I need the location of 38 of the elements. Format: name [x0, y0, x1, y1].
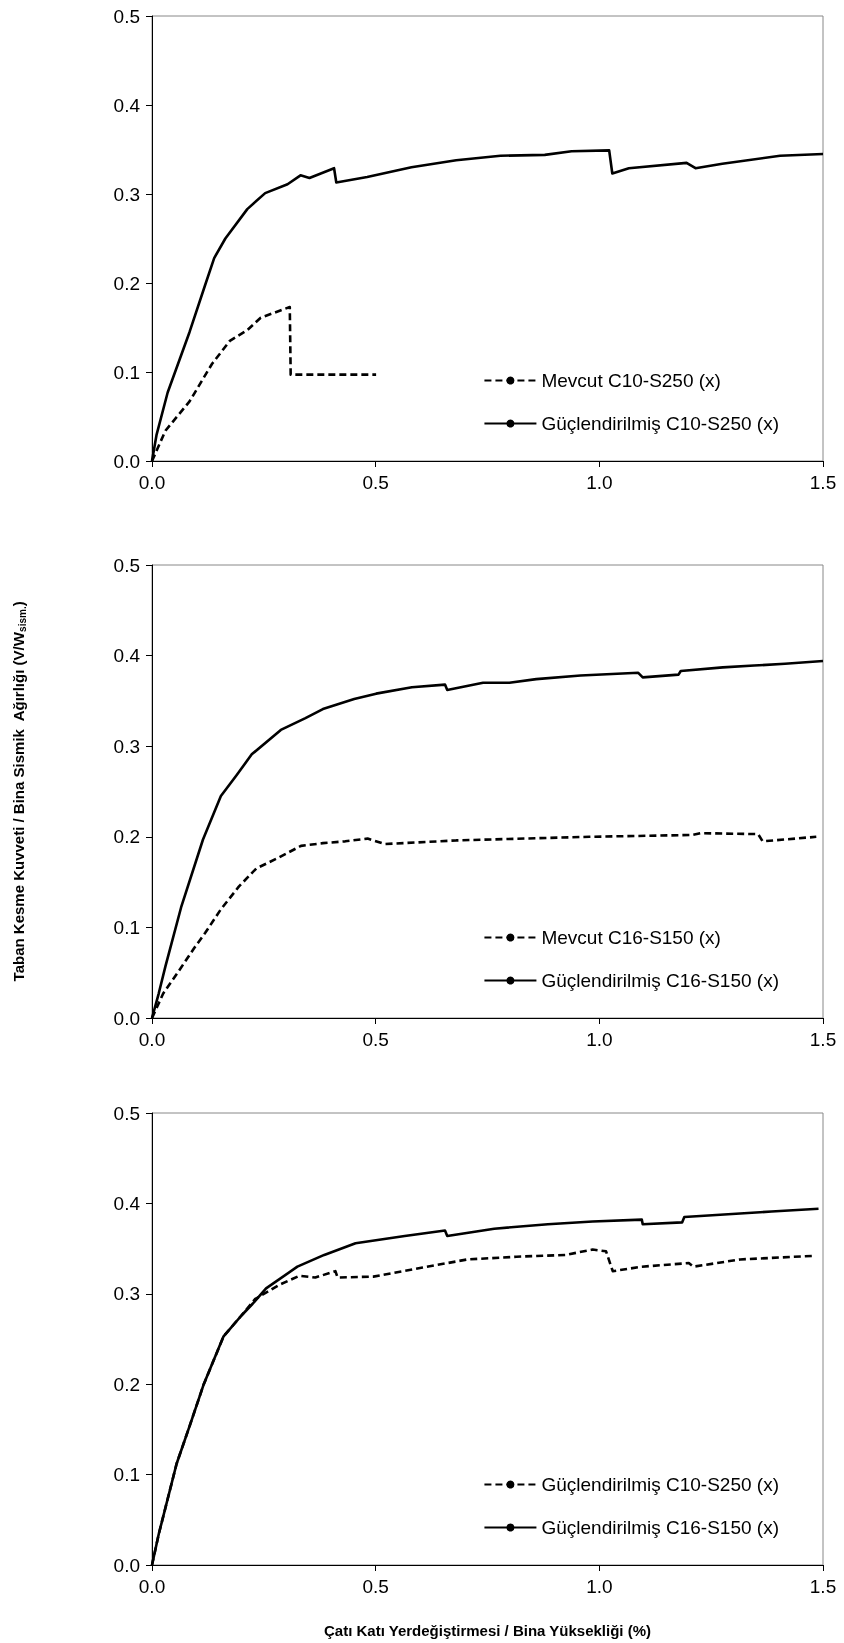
y-axis-title: Taban Kesme Kuvveti / Bina Sismik Ağırlığı (V/Wsism.) — [9, 601, 28, 982]
y-tick-label: 0.1 — [113, 361, 140, 383]
x-tick-label: 1.0 — [586, 1029, 613, 1050]
y-tick-label: 0.2 — [113, 826, 140, 848]
y-tick-label: 0.0 — [113, 450, 140, 472]
legend-label: Güçlendirilmiş C16-S150 (x) — [541, 970, 779, 991]
x-tick-label: 1.0 — [586, 472, 613, 493]
x-tick-label: 0.5 — [362, 472, 389, 493]
y-tick-label: 0.5 — [113, 554, 140, 576]
y-tick-label: 0.4 — [113, 645, 141, 667]
x-tick-label: 1.5 — [809, 472, 837, 493]
y-tick-label: 0.5 — [113, 5, 140, 27]
y-tick-label: 0.1 — [113, 916, 140, 938]
x-tick-label: 0.0 — [138, 472, 166, 493]
legend-label: Mevcut C10-S250 (x) — [541, 370, 721, 391]
y-tick-label: 0.3 — [113, 735, 140, 757]
y-tick-label: 0.0 — [113, 1554, 140, 1576]
x-tick-label: 0.5 — [362, 1576, 389, 1597]
y-tick-label: 0.3 — [113, 183, 140, 205]
y-tick-label: 0.0 — [113, 1007, 140, 1029]
y-tick-label: 0.1 — [113, 1464, 140, 1486]
x-tick-label: 0.5 — [362, 1029, 389, 1050]
x-tick-label: 1.5 — [809, 1576, 837, 1597]
x-axis-title: Çatı Katı Yerdeğiştirmesi / Bina Yüksekliği (%) — [323, 1622, 652, 1639]
legend-label: Güçlendirilmiş C10-S250 (x) — [541, 413, 779, 434]
y-tick-label: 0.4 — [113, 94, 141, 116]
x-tick-label: 1.5 — [809, 1029, 837, 1050]
x-tick-label: 0.0 — [138, 1029, 166, 1050]
legend-label: Mevcut C16-S150 (x) — [541, 927, 721, 948]
x-tick-label: 0.0 — [138, 1576, 166, 1597]
legend-label: Güçlendirilmiş C10-S250 (x) — [541, 1474, 779, 1495]
x-tick-label: 1.0 — [586, 1576, 613, 1597]
y-tick-label: 0.2 — [113, 1373, 140, 1395]
y-tick-label: 0.5 — [113, 1102, 140, 1124]
y-tick-label: 0.4 — [113, 1192, 141, 1214]
legend-label: Güçlendirilmiş C16-S150 (x) — [541, 1517, 779, 1538]
y-tick-label: 0.3 — [113, 1283, 140, 1305]
y-tick-label: 0.2 — [113, 272, 140, 294]
